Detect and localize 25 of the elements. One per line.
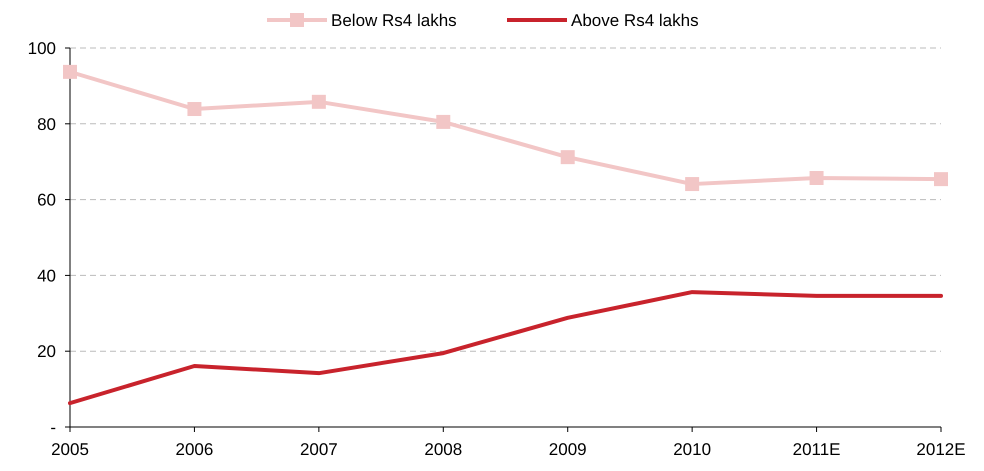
x-tick-label: 2008 [424,440,462,459]
x-tick-label: 2005 [51,440,89,459]
legend-label: Below Rs4 lakhs [331,10,457,30]
y-tick-label: 80 [37,114,56,134]
x-tick-label: 2011E [792,440,841,459]
x-tick-label: 2010 [673,440,712,459]
x-tick-label: 2007 [300,440,338,459]
point [63,64,77,79]
point [312,94,326,109]
x-tick-label: 2009 [548,440,587,459]
y-tick-label: 100 [28,38,56,58]
point [560,150,575,164]
y-tick-label: 40 [37,266,56,286]
y-tick-label: - [50,418,56,437]
point [187,102,202,116]
point [436,114,450,129]
point [685,177,700,192]
y-tick-label: 60 [37,190,56,210]
point [934,172,948,186]
x-tick-label: 2012E [916,440,966,459]
line-series [68,290,943,406]
x-tick-label: 2006 [176,440,214,459]
point [810,170,824,185]
legend-label: Above Rs4 lakhs [571,10,699,30]
y-tick-label: 20 [37,342,56,362]
